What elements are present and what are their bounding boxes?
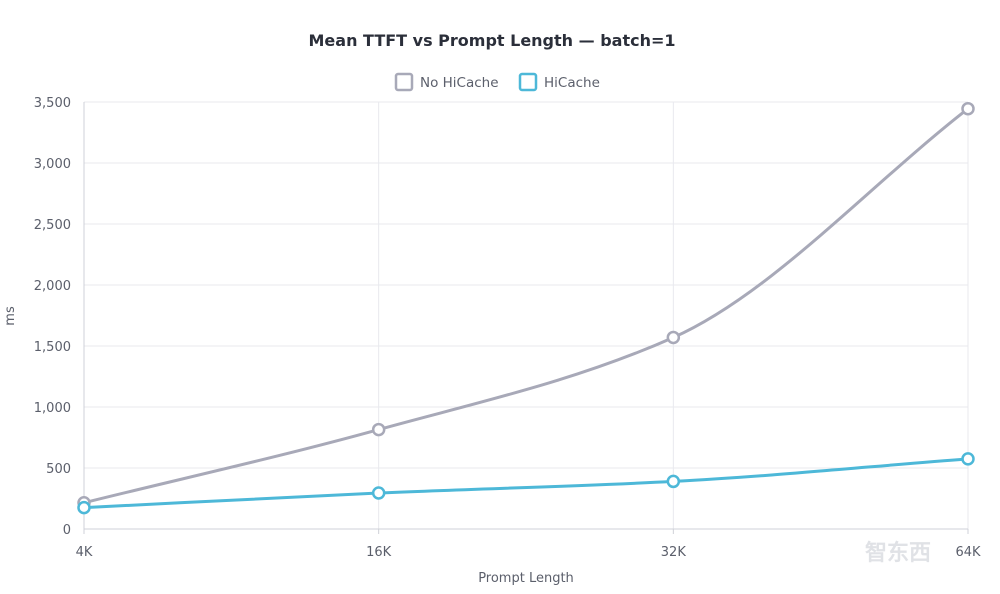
series-line-hicache: [82, 457, 970, 510]
y-tick-label: 1,000: [34, 401, 71, 416]
legend-swatch-hicache: [518, 72, 538, 92]
data-point-hicache-4k[interactable]: [77, 500, 91, 515]
y-tick-label: 3,000: [34, 157, 71, 172]
y-tick-label: 2,500: [34, 218, 71, 233]
y-tick-label: 0: [63, 523, 71, 538]
series-line-no-hicache: [82, 107, 970, 505]
x-axis-title: Prompt Length: [478, 571, 574, 586]
watermark: 智东西: [865, 540, 931, 566]
x-axis-ticks: 4K 16K 32K 64K: [76, 529, 981, 560]
chart-title: Mean TTFT vs Prompt Length — batch=1: [309, 31, 676, 50]
x-tick-label: 4K: [76, 545, 93, 560]
y-tick-label: 1,500: [34, 340, 71, 355]
y-axis-title: ms: [3, 306, 18, 326]
data-point-hicache-32k[interactable]: [666, 474, 681, 489]
data-point-hicache-64k[interactable]: [961, 452, 975, 466]
x-tick-label: 64K: [955, 545, 981, 560]
y-tick-label: 2,000: [34, 279, 71, 294]
y-tick-label: 500: [46, 462, 71, 477]
y-tick-label: 3,500: [34, 96, 71, 111]
legend-label-no-hicache: No HiCache: [420, 75, 499, 91]
x-tick-label: 32K: [661, 545, 687, 560]
data-point-no-hicache-64k[interactable]: [961, 101, 975, 116]
data-point-no-hicache-16k[interactable]: [371, 422, 386, 437]
legend-label-hicache: HiCache: [544, 75, 600, 91]
data-point-no-hicache-32k[interactable]: [666, 330, 681, 345]
data-point-hicache-16k[interactable]: [371, 486, 386, 500]
x-tick-label: 16K: [366, 545, 392, 560]
legend-item-hicache[interactable]: HiCache: [518, 72, 600, 92]
series-group: [77, 101, 975, 515]
legend: No HiCache HiCache: [394, 72, 600, 92]
legend-item-no-hicache[interactable]: No HiCache: [394, 72, 499, 92]
grid-lines: [83, 101, 969, 529]
y-axis-ticks: 0 500 1,000 1,500 2,000 2,500 3,000 3,500: [34, 96, 71, 538]
legend-swatch-no-hicache: [394, 72, 414, 92]
